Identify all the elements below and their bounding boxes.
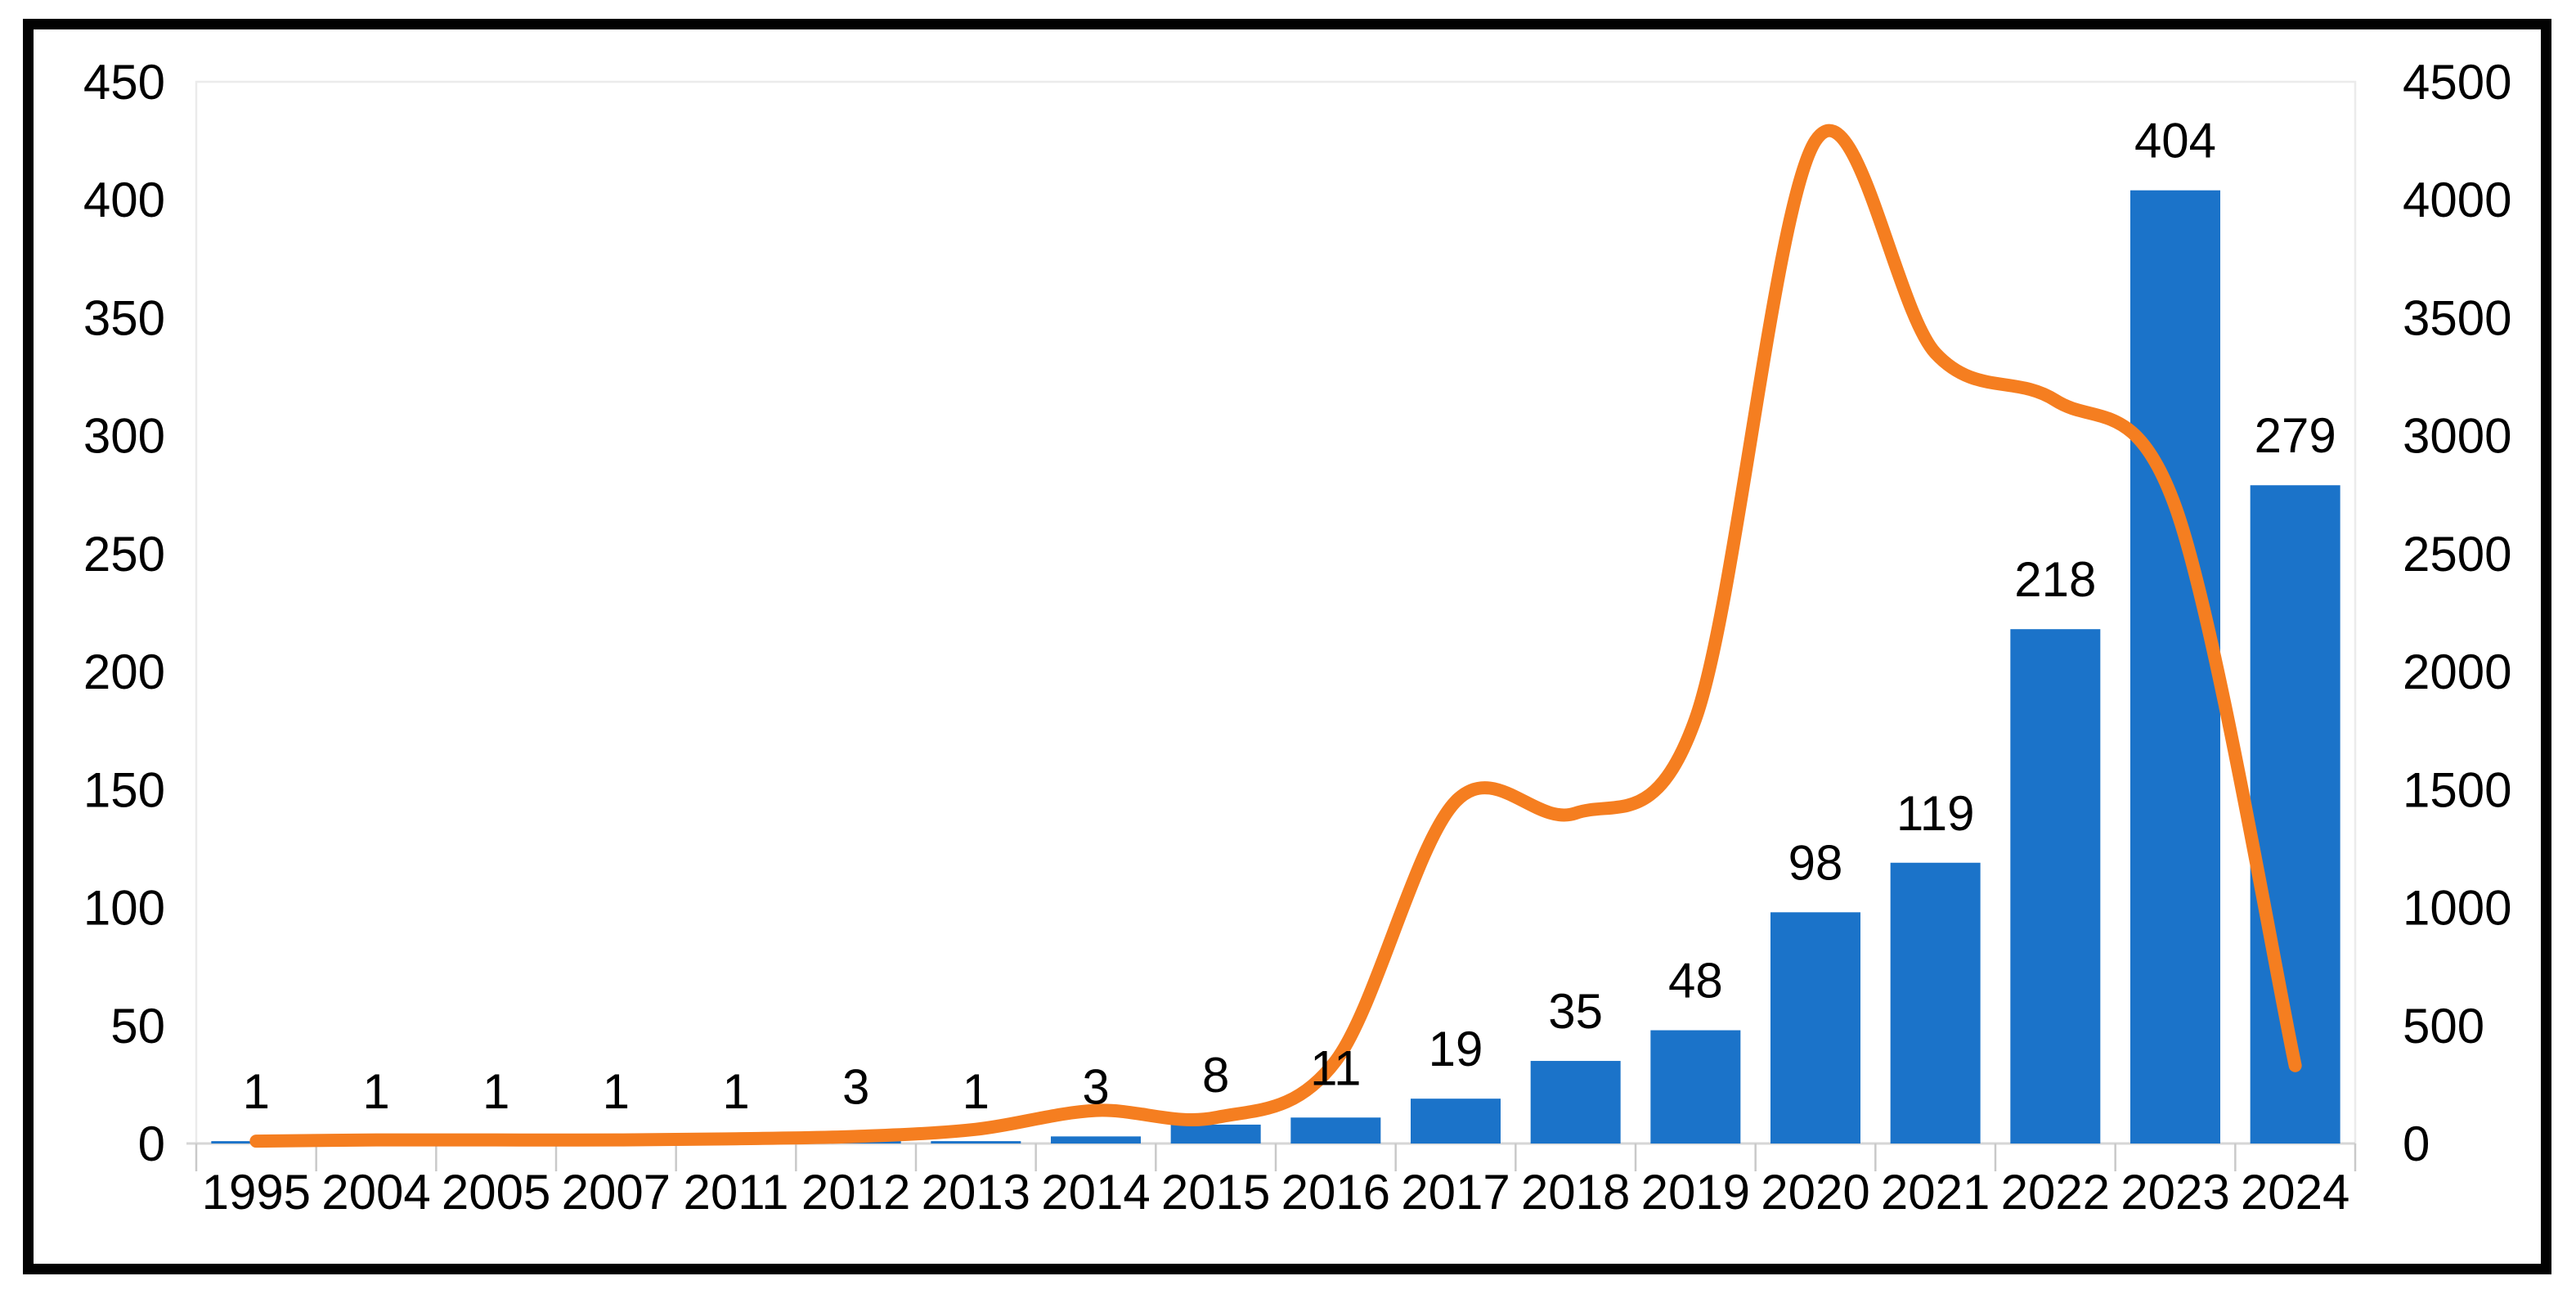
year-label-2015: 2015 (1161, 1165, 1270, 1220)
bar-value-label-2024: 279 (2255, 408, 2336, 463)
left-axis-tick-200: 200 (83, 645, 165, 699)
year-label-2023: 2023 (2120, 1165, 2229, 1220)
year-label-2012: 2012 (801, 1165, 910, 1220)
bar-value-label-1995: 1 (243, 1064, 270, 1119)
year-label-2014: 2014 (1041, 1165, 1150, 1220)
bar-2019 (1650, 1030, 1741, 1143)
left-axis-tick-150: 150 (83, 762, 165, 817)
year-label-2011: 2011 (683, 1165, 788, 1220)
year-label-2020: 2020 (1761, 1165, 1869, 1220)
bar-2023 (2130, 190, 2220, 1143)
bar-value-label-2021: 119 (1896, 786, 1975, 841)
right-axis-tick-4000: 4000 (2403, 173, 2511, 227)
year-label-2018: 2018 (1521, 1165, 1630, 1220)
bar-2021 (1890, 862, 1981, 1143)
chart-outer-frame (23, 19, 2551, 1274)
right-axis-tick-1000: 1000 (2403, 881, 2511, 936)
right-axis-tick-2000: 2000 (2403, 645, 2511, 699)
bar-value-label-2020: 98 (1788, 835, 1843, 890)
year-label-2007: 2007 (562, 1165, 671, 1220)
bar-value-label-2007: 1 (603, 1064, 630, 1119)
bar-value-label-2022: 218 (2014, 552, 2096, 607)
bar-2016 (1290, 1117, 1381, 1143)
left-axis-tick-0: 0 (138, 1117, 165, 1171)
year-label-2016: 2016 (1281, 1165, 1390, 1220)
bar-2020 (1770, 912, 1860, 1143)
right-axis-tick-0: 0 (2403, 1117, 2430, 1171)
bar-value-label-2017: 19 (1429, 1022, 1483, 1076)
bar-value-label-2004: 1 (362, 1064, 389, 1119)
year-label-2017: 2017 (1401, 1165, 1510, 1220)
bar-2013 (931, 1141, 1021, 1143)
bar-value-label-2015: 8 (1202, 1048, 1229, 1103)
bar-value-label-2016: 11 (1310, 1040, 1361, 1095)
bar-value-label-2019: 48 (1668, 954, 1723, 1009)
bar-value-label-2005: 1 (482, 1064, 509, 1119)
year-label-2004: 2004 (321, 1165, 430, 1220)
bar-2018 (1530, 1061, 1621, 1143)
right-axis-tick-1500: 1500 (2403, 762, 2511, 817)
bar-2015 (1170, 1124, 1261, 1143)
year-label-1995: 1995 (202, 1165, 311, 1220)
year-label-2022: 2022 (2001, 1165, 2110, 1220)
year-label-2021: 2021 (1881, 1165, 1990, 1220)
bar-2022 (2010, 629, 2101, 1143)
bar-2017 (1411, 1099, 1501, 1143)
right-axis-tick-3500: 3500 (2403, 290, 2511, 345)
right-axis-tick-500: 500 (2403, 999, 2484, 1054)
year-label-2013: 2013 (922, 1165, 1030, 1220)
bar-value-label-2013: 1 (963, 1064, 990, 1119)
year-label-2005: 2005 (442, 1165, 550, 1220)
left-axis-tick-400: 400 (83, 173, 165, 227)
bar-value-label-2012: 3 (842, 1059, 869, 1114)
bar-value-label-2018: 35 (1548, 984, 1603, 1039)
trend-line (249, 124, 2302, 1148)
left-axis-tick-250: 250 (83, 527, 165, 582)
left-axis-tick-350: 350 (83, 290, 165, 345)
left-axis-tick-450: 450 (83, 55, 165, 110)
year-label-2019: 2019 (1641, 1165, 1750, 1220)
bar-value-label-2011: 1 (722, 1064, 749, 1119)
right-axis-tick-3000: 3000 (2403, 409, 2511, 464)
bar-value-label-2014: 3 (1082, 1059, 1109, 1114)
bar-value-label-2023: 404 (2134, 114, 2216, 168)
bar-2014 (1051, 1136, 1141, 1143)
right-axis-tick-2500: 2500 (2403, 527, 2511, 582)
left-axis-tick-50: 50 (110, 999, 165, 1054)
left-axis-tick-100: 100 (83, 881, 165, 936)
right-axis-tick-4500: 4500 (2403, 55, 2511, 110)
left-axis-tick-300: 300 (83, 409, 165, 464)
year-label-2024: 2024 (2241, 1165, 2349, 1220)
